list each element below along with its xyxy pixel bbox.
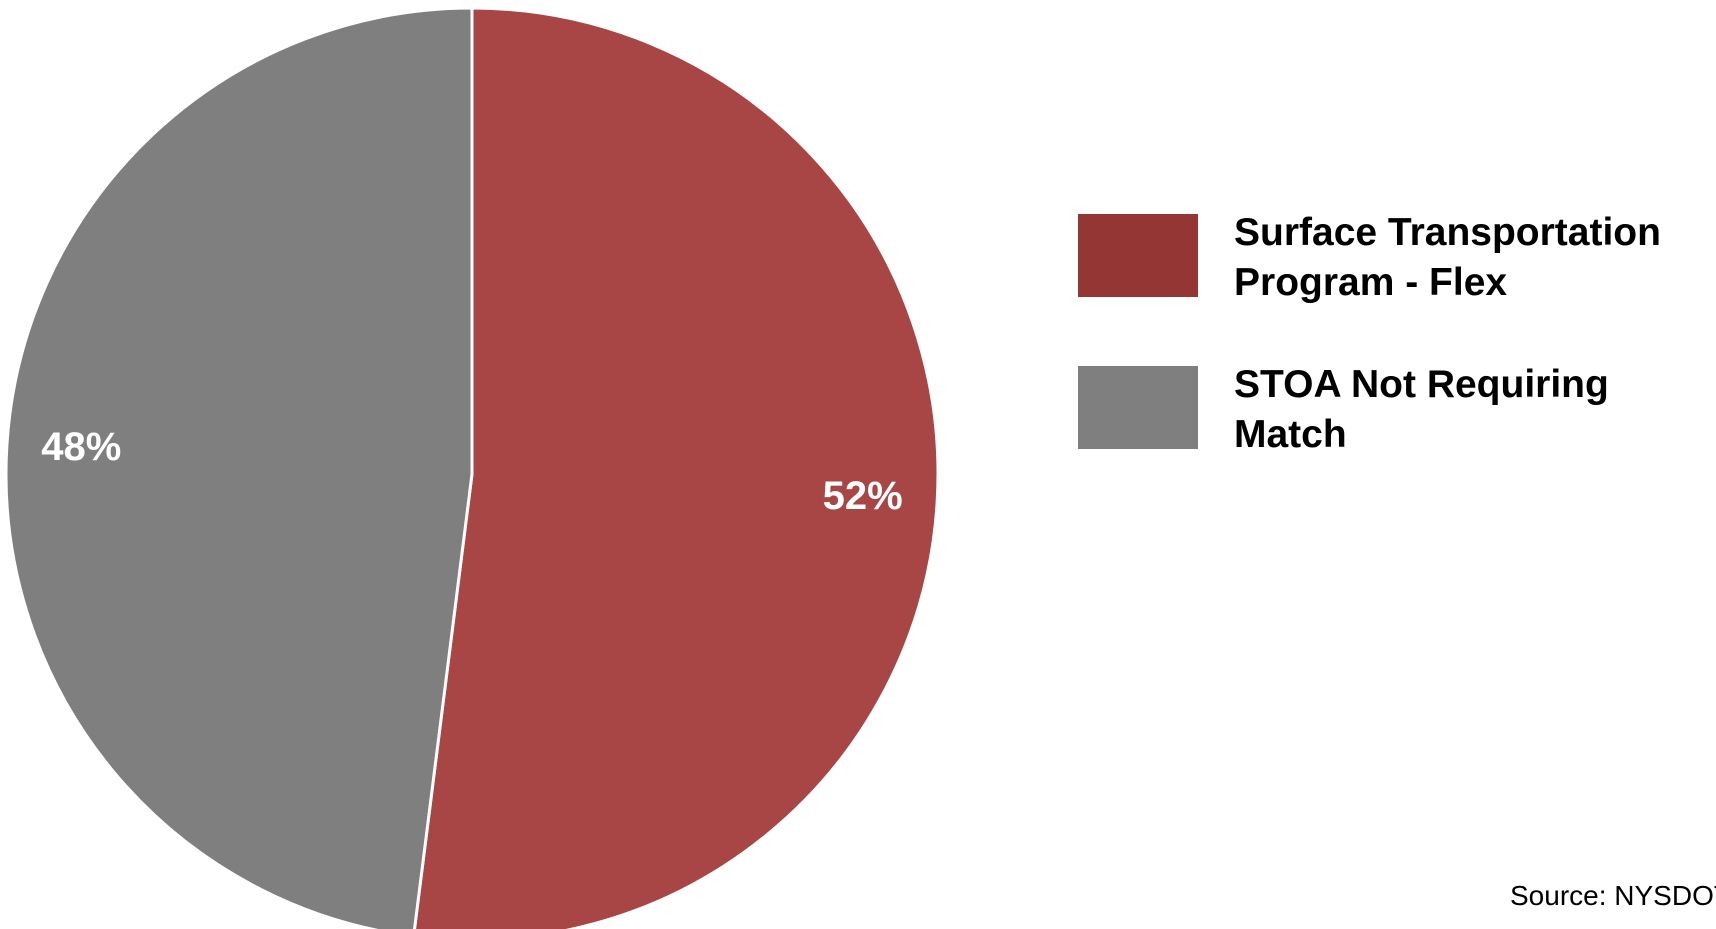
pie-slice-label-2: 48% [41,425,121,469]
pie-slice-2 [4,6,474,929]
pie-labels: 52% 48% [41,425,902,518]
source-note: Source: NYSDOT [1510,880,1716,911]
legend-label-stp-flex: Surface Transportation Program - Flex [1234,211,1661,304]
pie-chart: 52% 48% [4,6,940,929]
legend-swatch-stoa [1078,366,1198,449]
legend-swatch-stp-flex [1078,214,1198,297]
chart-legend: Surface Transportation Program - Flex ST… [1078,208,1714,512]
legend-item-stoa: STOA Not Requiring Match [1078,360,1714,460]
legend-item-stp-flex: Surface Transportation Program - Flex [1078,208,1714,308]
pie-slice-1 [413,6,940,929]
pie-slices [4,6,940,929]
legend-label-stoa: STOA Not Requiring Match [1234,363,1609,456]
pie-slice-label-1: 52% [823,474,903,518]
